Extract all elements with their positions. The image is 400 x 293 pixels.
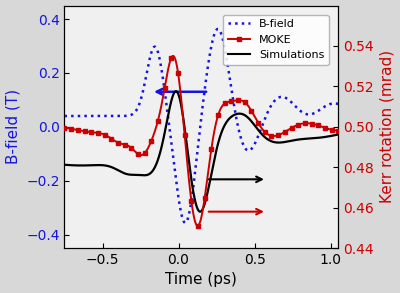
Y-axis label: Kerr rotation (mrad): Kerr rotation (mrad) — [380, 50, 394, 203]
Y-axis label: B-field (T): B-field (T) — [6, 89, 20, 164]
Legend: B-field, MOKE, Simulations: B-field, MOKE, Simulations — [223, 15, 329, 65]
X-axis label: Time (ps): Time (ps) — [166, 272, 237, 287]
